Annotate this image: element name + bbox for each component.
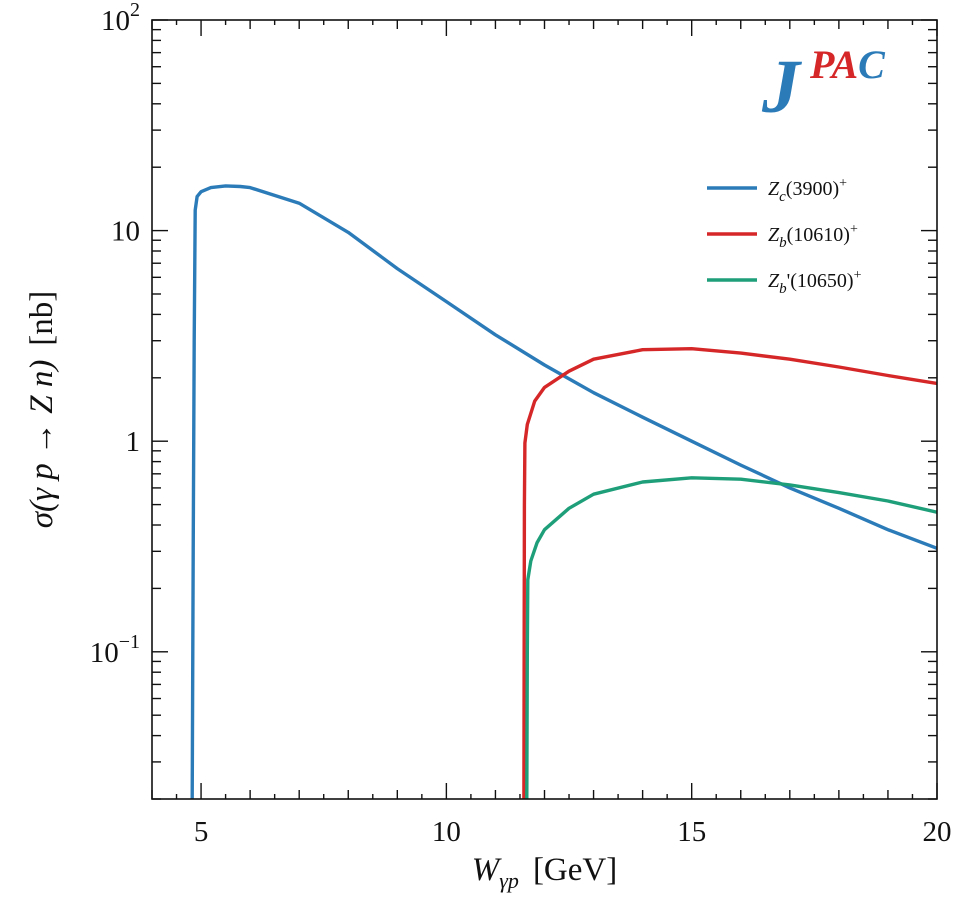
- series-line-1: [522, 347, 937, 799]
- legend-label-1: Zb(10610)+: [768, 222, 858, 251]
- x-tick-label: 15: [677, 816, 706, 848]
- series-line-0: [190, 184, 937, 799]
- tick-labels: 5 10 15 20 102 10 1 10−1: [90, 0, 952, 848]
- y-tick-label: 10−1: [90, 631, 140, 669]
- logo-letter-j: J: [761, 45, 802, 129]
- legend-label-0: Zc(3900)+: [768, 176, 847, 205]
- y-tick-label: 1: [126, 426, 141, 458]
- series-line-2: [525, 476, 937, 799]
- legend: Zc(3900)+ Zb(10610)+ Zb'(10650)+: [707, 176, 862, 297]
- plot-frame: [151, 19, 938, 800]
- ticks-layer: [151, 19, 938, 800]
- legend-label-2: Zb'(10650)+: [768, 268, 862, 297]
- y-tick-label: 10: [111, 216, 140, 248]
- y-axis-title: σ(γ p → Z n)[nb]: [24, 291, 60, 529]
- x-tick-label: 5: [194, 816, 209, 848]
- series-layer: [190, 184, 937, 799]
- jpac-logo: J PAC: [761, 42, 886, 129]
- x-axis-title: Wγp [GeV]: [472, 852, 617, 893]
- y-tick-label: 102: [101, 0, 140, 37]
- x-tick-label: 10: [432, 816, 461, 848]
- x-tick-label: 20: [923, 816, 952, 848]
- logo-superscript: PAC: [809, 42, 886, 87]
